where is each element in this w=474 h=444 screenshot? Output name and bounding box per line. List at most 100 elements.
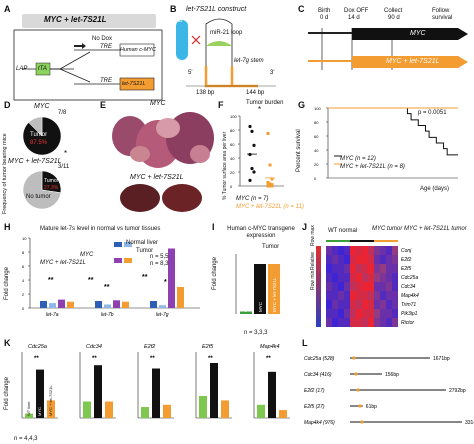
- three-prime: 3': [270, 70, 275, 76]
- heatmap-relative: Relative: [310, 251, 316, 270]
- gene-label: Cdc34: [401, 284, 416, 290]
- pie-myc: [22, 116, 62, 156]
- y-tick-label: 2: [22, 292, 25, 297]
- panel-f-leg2: MYC + let-7S21L (n = 11): [236, 204, 304, 210]
- bar: [279, 410, 287, 418]
- scatter-point: [270, 184, 274, 188]
- heatmap-cell: [338, 264, 344, 273]
- heatmap-cell: [374, 282, 380, 291]
- panel-f-leg1: MYC (n = 7): [236, 196, 269, 202]
- y-tick-label: 20: [314, 162, 319, 167]
- heatmap-cell: [350, 264, 356, 273]
- heatmap-cell: [368, 291, 374, 300]
- bar: [268, 264, 280, 314]
- follow-label: Follow: [432, 8, 450, 14]
- bar: [58, 299, 65, 308]
- bar: [240, 311, 252, 314]
- gene-label: Pik3ip1: [401, 311, 418, 317]
- survival-label: survival: [432, 15, 453, 21]
- utr-length: 1671bp: [433, 356, 450, 362]
- seed-site: [360, 420, 364, 424]
- heatmap-cell: [350, 300, 356, 309]
- heatmap-cell: [392, 273, 398, 282]
- y-tick-label: 0: [314, 176, 317, 181]
- heatmap-cell: [374, 300, 380, 309]
- utr-length: 61bp: [366, 404, 377, 410]
- birth-label: Birth: [318, 8, 331, 14]
- heatmap-cell: [380, 264, 386, 273]
- bar: [159, 305, 166, 308]
- heatmap-cell: [362, 318, 368, 327]
- bar: [221, 400, 229, 418]
- bar: [163, 404, 171, 418]
- birth-day: 0 d: [320, 15, 329, 21]
- legend-swatch: [114, 258, 122, 263]
- heatmap-cell: [332, 309, 338, 318]
- heatmap-cell: [344, 255, 350, 264]
- bp1-label: 138 bp: [196, 90, 215, 96]
- bar-label: WT normal liver: [244, 280, 249, 312]
- significance-star: **: [266, 356, 271, 362]
- liver-top-label: MYC: [150, 100, 166, 107]
- heatmap-cell: [392, 291, 398, 300]
- significance-star: **: [48, 277, 54, 284]
- heatmap-cell: [392, 318, 398, 327]
- heatmap-cell: [344, 246, 350, 255]
- heatmap-cell: [326, 255, 332, 264]
- p-value: p = 0.0051: [418, 110, 447, 116]
- panel-j-letter: J: [302, 222, 308, 232]
- pie-combo: [22, 170, 62, 210]
- gene-title: Map4k4: [260, 344, 280, 350]
- scatter-point: [250, 166, 254, 171]
- bar: [25, 413, 33, 418]
- heatmap-cell: [338, 282, 344, 291]
- category-label: let-7b: [101, 312, 114, 318]
- heatmap-cell: [386, 246, 392, 255]
- gene-title: Cdc34: [86, 344, 102, 350]
- bar: [141, 407, 149, 418]
- panel-i-ylabel: Fold change: [212, 256, 218, 290]
- seed-site: [354, 372, 358, 376]
- pie-bot-title: MYC + let-7S21L: [8, 158, 62, 165]
- heatmap-cell: [350, 255, 356, 264]
- y-tick-label: 40: [314, 148, 319, 153]
- heatmap-rowmax: Row max: [310, 225, 316, 246]
- significance-star: **: [150, 356, 155, 362]
- heatmap-cell: [374, 264, 380, 273]
- panel-h-title: Mature let-7s level in normal vs tumor t…: [40, 226, 161, 232]
- bar: [40, 301, 47, 308]
- significance-star: **: [34, 356, 39, 362]
- scatter-point: [248, 152, 252, 157]
- heatmap-cell: [332, 246, 338, 255]
- gene-label: E2f5: [401, 266, 412, 272]
- heatmap-cell: [326, 318, 332, 327]
- panel-d-ylabel: Frequency of tumor bearing mice: [2, 133, 8, 214]
- pie-bot-frac: 3/11: [58, 164, 70, 170]
- timeline-combo: MYC + let-7S21L: [386, 58, 440, 65]
- heatmap-rowmin: Row min: [310, 270, 316, 290]
- heatmap-cell: [326, 282, 332, 291]
- bar: [257, 404, 265, 418]
- heatmap-cell: [350, 282, 356, 291]
- gene-label: Trim71: [401, 302, 416, 308]
- scatter-point: [270, 177, 274, 181]
- y-tick-label: 80: [314, 120, 319, 125]
- heatmap-cell: [392, 300, 398, 309]
- significance-star: *: [164, 279, 167, 286]
- heatmap-cell: [386, 264, 392, 273]
- heatmap-cell: [356, 282, 362, 291]
- color-scale: [316, 246, 321, 327]
- utr-length: 2792bp: [449, 388, 466, 394]
- heatmap-cell: [380, 309, 386, 318]
- five-prime: 5': [188, 70, 193, 76]
- panel-h-normal: Normal liver: [126, 240, 159, 246]
- pie-star: *: [64, 149, 68, 158]
- tre2-label: TRE: [100, 78, 112, 84]
- significance-star: **: [92, 356, 97, 362]
- pie-bot-notumor: No tumor: [26, 194, 51, 200]
- heatmap-cell: [380, 246, 386, 255]
- category-label: let-7g: [156, 312, 169, 318]
- heatmap-cell: [392, 309, 398, 318]
- heatmap-cell: [326, 246, 332, 255]
- heatmap-cell: [374, 291, 380, 300]
